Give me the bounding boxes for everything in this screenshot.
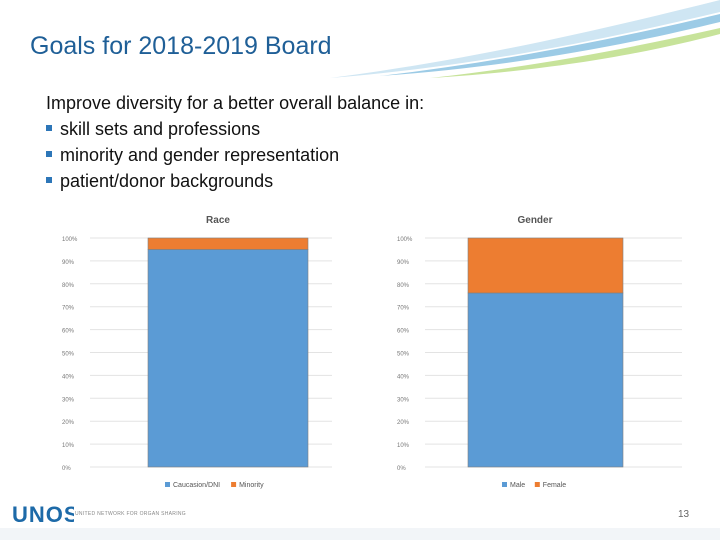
bar-segment-female (467, 237, 624, 294)
logo-tagline: UNITED NETWORK FOR ORGAN SHARING (75, 511, 186, 517)
bullet-item: minority and gender representation (46, 142, 424, 168)
gender-chart-svg: Gender 0% 10% 20% 30% 40% 50% 60% 70% 80% 90% 100% M… (397, 215, 682, 489)
intro-text: Improve diversity for a better overall b… (46, 93, 425, 113)
logo-text: UNOS (12, 502, 74, 527)
y-tick-label: 10% (62, 443, 75, 449)
bullet-list: skill sets and professions minority and … (46, 116, 424, 194)
y-tick-label: 40% (397, 374, 410, 380)
bar-segment-male (467, 292, 624, 468)
legend-label: Minority (239, 482, 264, 489)
legend-swatch (534, 482, 540, 487)
slide-title: Goals for 2018-2019 Board (30, 32, 332, 60)
legend-label: Female (543, 482, 566, 489)
bullet-item: patient/donor backgrounds (46, 168, 424, 194)
legend-swatch (231, 482, 237, 487)
square-bullet-icon (46, 125, 52, 131)
race-chart: Race 0% 10% 20% 30% 40% 50% 60% 70% 80% 90% 100% Cau… (40, 205, 340, 495)
y-tick-label: 100% (62, 237, 78, 243)
y-tick-label: 90% (397, 260, 410, 266)
y-tick-label: 80% (397, 283, 410, 289)
y-tick-label: 60% (62, 329, 75, 335)
y-tick-label: 30% (62, 397, 75, 403)
y-tick-label: 0% (62, 466, 71, 472)
y-tick-label: 100% (397, 237, 413, 243)
chart-title: Gender (517, 215, 552, 226)
footer-band (0, 528, 720, 540)
y-tick-label: 90% (62, 260, 75, 266)
legend-swatch (502, 482, 507, 487)
y-tick-label: 10% (397, 443, 410, 449)
intro-block: Improve diversity for a better overall b… (46, 90, 424, 194)
y-tick-label: 50% (397, 352, 410, 358)
legend-label: Caucasion/DNI (173, 482, 220, 489)
y-tick-label: 50% (62, 352, 75, 358)
y-tick-label: 40% (62, 374, 75, 380)
y-tick-label: 20% (62, 420, 75, 426)
page-number: 13 (678, 509, 690, 520)
legend-label: Male (510, 482, 525, 489)
gender-chart: Gender 0% 10% 20% 30% 40% 50% 60% 70% 80% 90% 100% M… (365, 205, 690, 495)
bar-segment-minority (147, 237, 309, 250)
y-tick-label: 20% (397, 420, 410, 426)
unos-logo: UNOS (12, 502, 74, 527)
bullet-item: skill sets and professions (46, 116, 424, 142)
square-bullet-icon (46, 151, 52, 157)
legend-swatch (165, 482, 170, 487)
y-tick-label: 0% (397, 466, 406, 472)
bar-segment-caucasion-dni (147, 249, 309, 468)
chart-title: Race (206, 215, 230, 226)
y-tick-label: 70% (62, 306, 75, 312)
race-chart-svg: Race 0% 10% 20% 30% 40% 50% 60% 70% 80% 90% 100% Cau… (62, 215, 332, 489)
y-tick-label: 30% (397, 397, 410, 403)
y-tick-label: 70% (397, 306, 410, 312)
square-bullet-icon (46, 177, 52, 183)
y-tick-label: 80% (62, 283, 75, 289)
y-tick-label: 60% (397, 329, 410, 335)
